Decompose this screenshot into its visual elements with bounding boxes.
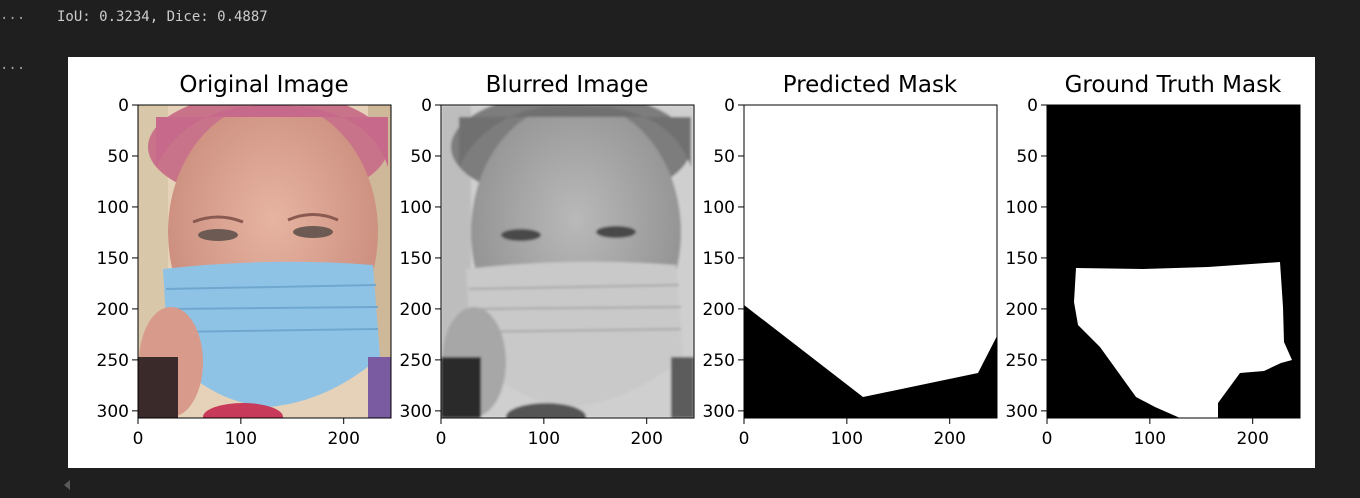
predicted-mask-panel: Predicted Mask bbox=[743, 72, 998, 419]
original-image-panel: Original Image bbox=[137, 72, 392, 419]
x-tick-label: 100 bbox=[1134, 429, 1166, 449]
y-tick-label: 50 bbox=[1016, 147, 1038, 167]
panel-2-title: Blurred Image bbox=[486, 72, 649, 98]
y-tick-label: 50 bbox=[410, 147, 432, 167]
panel-1-title: Original Image bbox=[179, 72, 348, 98]
y-tick-label: 150 bbox=[703, 249, 735, 269]
y-tick-label: 0 bbox=[421, 96, 432, 116]
y-tick-label: 300 bbox=[97, 402, 129, 422]
axes-frame-2 bbox=[440, 104, 695, 419]
axes-frame-4 bbox=[1046, 104, 1301, 419]
y-tick-label: 0 bbox=[724, 96, 735, 116]
metrics-output-text: IoU: 0.3234, Dice: 0.4887 bbox=[57, 9, 268, 25]
y-tick-label: 150 bbox=[97, 249, 129, 269]
y-tick-label: 300 bbox=[703, 402, 735, 422]
x-tick-label: 100 bbox=[528, 429, 560, 449]
y-tick-label: 200 bbox=[703, 300, 735, 320]
ground-truth-binary-mask bbox=[1047, 105, 1300, 418]
output-gutter-menu-1[interactable]: ··· bbox=[0, 11, 26, 27]
y-tick-label: 0 bbox=[1027, 96, 1038, 116]
x-tick-label: 200 bbox=[630, 429, 662, 449]
original-face-photo bbox=[138, 105, 391, 418]
y-tick-label: 300 bbox=[400, 402, 432, 422]
x-tick-label: 100 bbox=[225, 429, 257, 449]
y-tick-label: 200 bbox=[97, 300, 129, 320]
y-tick-label: 50 bbox=[713, 147, 735, 167]
figure-canvas: Original Image bbox=[97, 72, 1301, 449]
matplotlib-figure: Original Image bbox=[68, 57, 1315, 468]
y-tick-label: 0 bbox=[118, 96, 129, 116]
x-tick-label: 200 bbox=[933, 429, 965, 449]
ground-truth-mask-panel: Ground Truth Mask bbox=[1046, 72, 1301, 419]
y-tick-label: 250 bbox=[703, 351, 735, 371]
axes-frame-3 bbox=[743, 104, 998, 419]
panel-4-title: Ground Truth Mask bbox=[1065, 72, 1282, 98]
output-gutter-menu-2[interactable]: ··· bbox=[0, 61, 26, 77]
predicted-binary-mask bbox=[744, 105, 997, 418]
x-tick-label: 0 bbox=[133, 429, 144, 449]
y-tick-label: 200 bbox=[1006, 300, 1038, 320]
panel-3-title: Predicted Mask bbox=[783, 72, 958, 98]
y-tick-label: 150 bbox=[400, 249, 432, 269]
x-tick-label: 200 bbox=[1236, 429, 1268, 449]
x-tick-label: 0 bbox=[1042, 429, 1053, 449]
x-tick-label: 200 bbox=[327, 429, 359, 449]
y-tick-label: 100 bbox=[97, 198, 129, 218]
y-tick-label: 250 bbox=[400, 351, 432, 371]
x-tick-label: 0 bbox=[739, 429, 750, 449]
y-tick-label: 100 bbox=[703, 198, 735, 218]
horizontal-scroll-left-arrow[interactable] bbox=[64, 480, 70, 490]
axes-frame-1 bbox=[137, 104, 392, 419]
y-tick-label: 150 bbox=[1006, 249, 1038, 269]
y-tick-label: 250 bbox=[97, 351, 129, 371]
x-tick-label: 0 bbox=[436, 429, 447, 449]
y-tick-label: 50 bbox=[107, 147, 129, 167]
y-tick-label: 200 bbox=[400, 300, 432, 320]
blurred-image-panel: Blurred Image bbox=[440, 72, 695, 419]
y-tick-label: 100 bbox=[1006, 198, 1038, 218]
grayscale-blurred-face-photo bbox=[441, 105, 694, 418]
x-tick-label: 100 bbox=[831, 429, 863, 449]
y-tick-label: 300 bbox=[1006, 402, 1038, 422]
y-tick-label: 250 bbox=[1006, 351, 1038, 371]
y-tick-label: 100 bbox=[400, 198, 432, 218]
